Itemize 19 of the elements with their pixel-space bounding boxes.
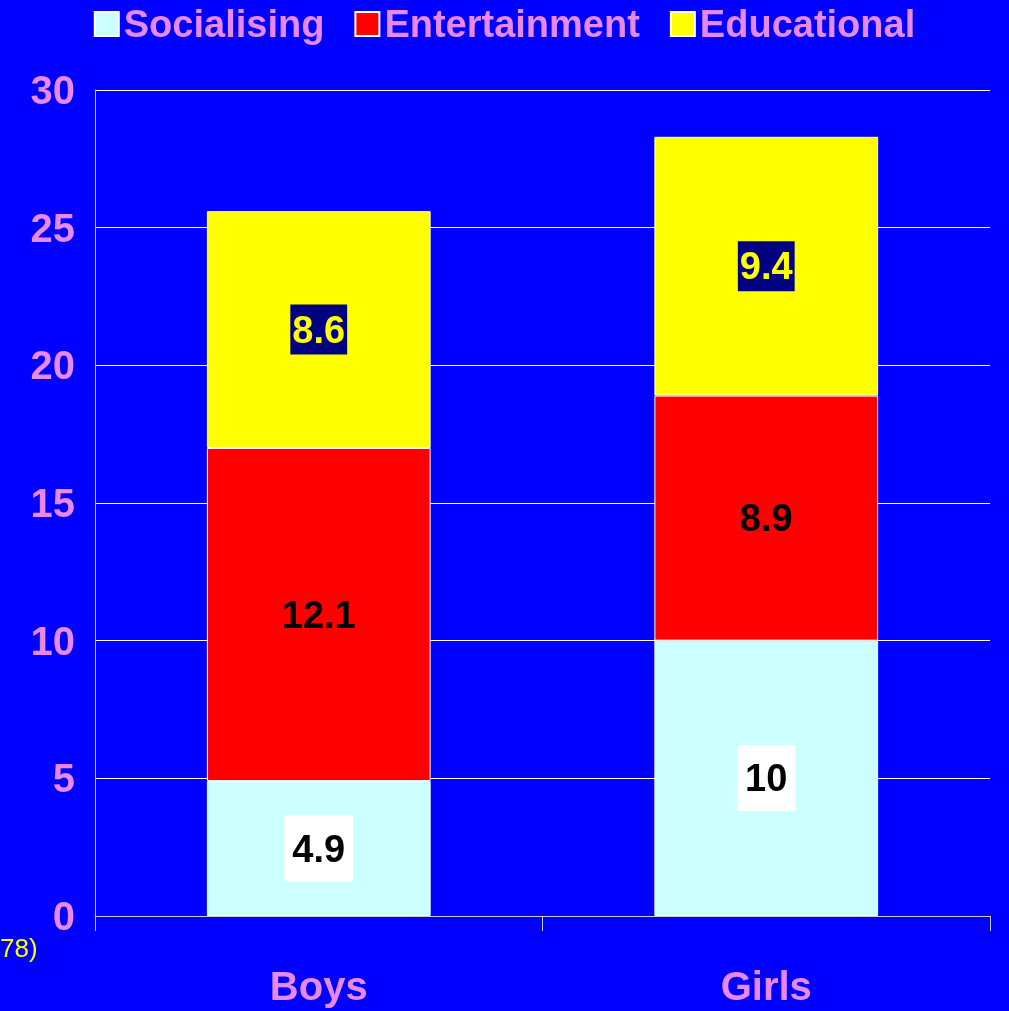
data-label: 8.9	[739, 497, 793, 540]
legend-label: Educational	[699, 3, 916, 45]
y-tick-label: 5	[52, 756, 75, 801]
x-tick-label: Girls	[720, 964, 812, 1008]
data-label: 8.6	[292, 308, 346, 351]
y-tick-label: 25	[30, 205, 75, 250]
legend-label: Socialising	[123, 3, 325, 45]
y-tick-label: 10	[30, 618, 75, 663]
y-tick-label: 0	[52, 894, 75, 938]
data-label: 9.4	[739, 245, 793, 288]
text: 78)	[0, 933, 38, 963]
y-tick-label: 20	[30, 343, 75, 388]
data-label: 12.1	[281, 593, 356, 636]
y-tick-label: 30	[30, 68, 75, 112]
data-label: 4.9	[292, 827, 346, 870]
x-tick-label: Boys	[269, 964, 368, 1008]
legend-label: Entertainment	[384, 3, 641, 45]
y-tick-label: 15	[30, 481, 75, 525]
data-label: 10	[745, 757, 788, 800]
